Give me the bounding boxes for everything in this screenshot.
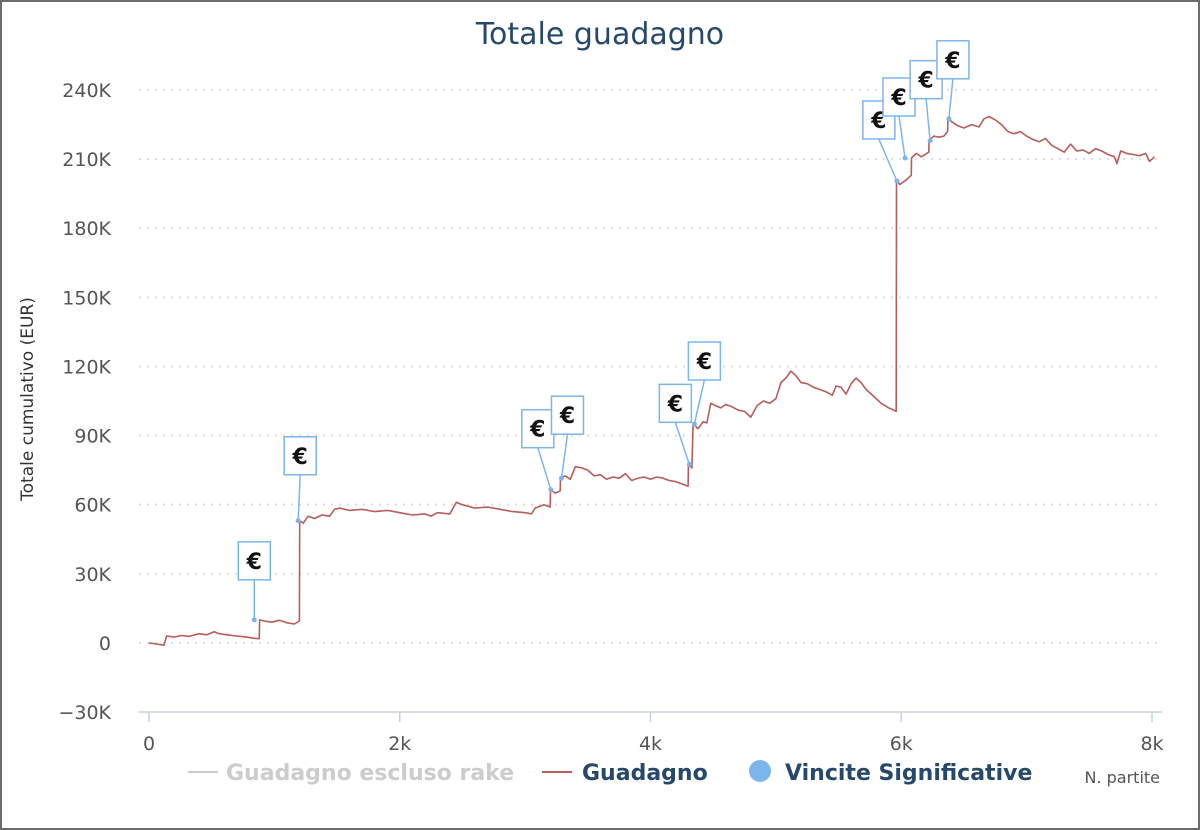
y-tick-label: 90K: [74, 426, 111, 448]
flag-box: [687, 341, 722, 381]
flag-connector: [297, 474, 301, 521]
legend-item-guadagno[interactable]: Guadagno: [542, 761, 708, 786]
x-tick-label: 2k: [388, 733, 411, 755]
vincita-point[interactable]: [558, 475, 564, 481]
vincita-point[interactable]: [295, 518, 301, 524]
flag-connector: [925, 98, 931, 141]
vincita-flag[interactable]: €: [909, 59, 943, 144]
legend-label-rake: Guadagno escluso rake: [226, 761, 514, 786]
flag-box: [237, 541, 272, 581]
y-tick-label: 180K: [62, 218, 111, 240]
vincita-flag[interactable]: €: [862, 100, 900, 184]
vincita-point[interactable]: [946, 116, 952, 122]
y-tick-label: −30K: [58, 702, 111, 724]
vincita-point[interactable]: [691, 421, 697, 427]
euro-icon: €: [667, 392, 683, 417]
y-axis-ticks: −30K 0 30K 60K 90K 120K 150K 180K 210K 240K: [58, 80, 111, 724]
vincita-point[interactable]: [894, 178, 900, 184]
euro-icon: €: [292, 445, 308, 470]
y-axis-label: Totale cumulativo (EUR): [18, 297, 38, 502]
legend-item-vincite[interactable]: Vincite Significative: [749, 760, 1032, 786]
flag-connector: [537, 447, 552, 490]
y-tick-label: 150K: [62, 287, 111, 309]
flag-connector: [693, 379, 706, 425]
legend-label-guadagno: Guadagno: [582, 761, 708, 786]
flag-connector: [878, 138, 898, 182]
flag-connector: [948, 78, 954, 119]
flag-box: [550, 395, 585, 435]
flag-box: [936, 40, 970, 80]
vincita-flag[interactable]: €: [521, 408, 555, 493]
vincita-flag[interactable]: €: [936, 40, 970, 122]
flag-connector: [560, 434, 569, 479]
flag-box: [909, 59, 943, 100]
vincita-point[interactable]: [686, 461, 692, 467]
x-tick-label: 8k: [1140, 733, 1163, 755]
x-tick-label: 4k: [639, 733, 662, 755]
x-axis-label: N. partite: [1084, 768, 1160, 787]
vincita-point[interactable]: [548, 487, 554, 493]
y-tick-label: 30K: [74, 564, 111, 586]
flag-connector: [898, 115, 906, 159]
y-tick-label: 210K: [62, 149, 111, 171]
x-tick-label: 6k: [890, 733, 913, 755]
legend-swatch-vincite: [749, 760, 771, 782]
euro-icon: €: [890, 86, 906, 111]
significant-wins-markers: €€€€ €€€€€€: [237, 40, 970, 623]
legend: Guadagno escluso rake Guadagno Vincite S…: [188, 760, 1032, 786]
euro-icon: €: [529, 418, 545, 443]
x-tick-label: 0: [143, 733, 155, 755]
flag-box: [283, 436, 317, 476]
flag-box: [658, 383, 693, 424]
vincita-point[interactable]: [927, 138, 933, 144]
vincita-flag[interactable]: €: [283, 436, 317, 524]
flag-box: [521, 408, 555, 449]
y-tick-label: 60K: [74, 495, 111, 517]
vincita-point[interactable]: [902, 155, 908, 161]
euro-icon: €: [944, 49, 960, 74]
vincita-flag[interactable]: €: [550, 395, 585, 481]
euro-icon: €: [696, 350, 712, 375]
euro-icon: €: [246, 550, 262, 575]
series-line-guadagno: [148, 115, 1156, 646]
vincita-flag[interactable]: €: [658, 383, 693, 467]
x-axis: 0 2k 4k 6k 8k: [139, 711, 1164, 755]
euro-icon: €: [559, 404, 575, 429]
legend-label-vincite: Vincite Significative: [785, 761, 1032, 786]
vincita-flag[interactable]: €: [237, 541, 272, 623]
chart-title: Totale guadagno: [475, 17, 724, 52]
grid: [139, 89, 1162, 644]
y-tick-label: 120K: [62, 356, 111, 378]
vincita-flag[interactable]: €: [687, 341, 722, 427]
flag-connector: [674, 422, 691, 465]
legend-item-rake[interactable]: Guadagno escluso rake: [188, 761, 514, 786]
euro-icon: €: [917, 69, 933, 94]
y-tick-label: 240K: [62, 80, 111, 102]
series-layer: [148, 115, 1156, 646]
y-tick-label: 0: [99, 633, 111, 655]
vincita-point[interactable]: [251, 617, 257, 623]
